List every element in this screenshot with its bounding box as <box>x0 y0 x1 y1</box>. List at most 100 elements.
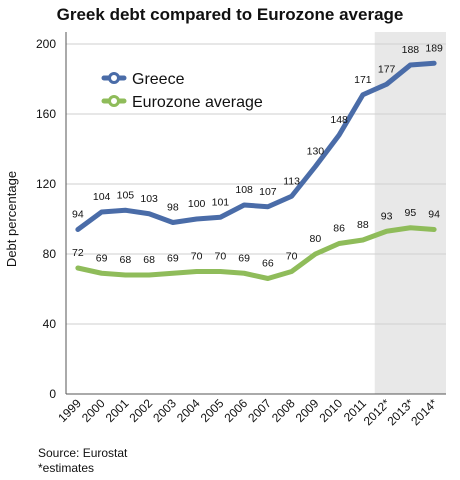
y-tick-label: 120 <box>36 177 56 191</box>
x-tick-label: 2003 <box>150 396 179 425</box>
legend-label: Greece <box>132 71 185 88</box>
data-label: 68 <box>143 254 155 266</box>
data-label: 88 <box>357 219 369 231</box>
data-label: 103 <box>140 193 158 205</box>
data-point <box>409 63 412 67</box>
data-label: 69 <box>238 252 250 264</box>
data-point <box>100 272 103 275</box>
data-label: 70 <box>286 251 298 263</box>
footer: Source: Eurostat *estimates <box>38 446 127 476</box>
data-label: 66 <box>262 258 274 270</box>
y-axis-label: Debt percentage <box>4 171 19 267</box>
data-label: 113 <box>283 175 300 187</box>
data-label: 93 <box>381 210 393 222</box>
x-tick-label: 2007 <box>245 396 274 425</box>
data-point <box>361 238 365 242</box>
data-point <box>361 93 365 96</box>
data-point <box>76 266 80 270</box>
data-point <box>124 273 127 277</box>
legend: Greece Eurozone average <box>101 71 263 111</box>
data-point <box>76 228 80 231</box>
estimate-shaded-region <box>374 32 446 394</box>
x-tick-label: 1999 <box>55 396 84 425</box>
data-point <box>195 270 198 273</box>
data-point <box>147 273 151 277</box>
data-label: 70 <box>191 251 203 263</box>
data-point <box>290 195 293 198</box>
data-label: 69 <box>96 252 108 264</box>
data-labels: 94 104 105 103 98 100 101 108 107 113 130 148 171 177… <box>72 42 443 269</box>
data-label: 107 <box>259 186 277 198</box>
y-tick-label: 40 <box>43 317 57 331</box>
data-label: 94 <box>428 209 440 221</box>
x-tick-label: 2008 <box>269 396 298 425</box>
data-point <box>266 205 270 208</box>
data-point <box>171 221 175 224</box>
legend-marker <box>108 95 120 107</box>
legend-label: Eurozone average <box>132 94 263 111</box>
estimates-note: *estimates <box>38 461 95 475</box>
series-lines <box>75 60 437 281</box>
data-label: 68 <box>120 254 132 266</box>
background-layer <box>374 32 446 394</box>
data-label: 188 <box>402 44 420 56</box>
data-point <box>409 226 412 229</box>
y-tick-label: 160 <box>36 107 56 121</box>
chart-title: Greek debt compared to Eurozone average <box>56 5 404 24</box>
data-label: 177 <box>378 63 396 75</box>
data-point <box>219 216 222 219</box>
data-point <box>100 210 103 214</box>
data-point <box>171 272 175 275</box>
data-label: 101 <box>212 196 230 208</box>
data-point <box>147 212 151 215</box>
x-tick-label: 2001 <box>103 396 132 425</box>
y-tick-label: 200 <box>36 37 56 51</box>
data-label: 69 <box>167 252 179 264</box>
data-label: 100 <box>188 198 206 210</box>
data-label: 86 <box>333 223 345 235</box>
x-tick-label: 2010 <box>316 396 345 425</box>
data-label: 130 <box>307 146 325 158</box>
x-tick-label: 2014* <box>408 396 440 428</box>
data-point <box>242 272 246 275</box>
data-point <box>385 230 388 233</box>
series-line <box>75 225 437 281</box>
data-label: 189 <box>425 42 443 54</box>
data-point <box>314 165 317 168</box>
x-tick-label: 2005 <box>198 396 227 425</box>
source-note: Source: Eurostat <box>38 446 128 460</box>
data-label: 108 <box>235 184 253 196</box>
x-tick-label: 2004 <box>174 396 203 425</box>
gridlines <box>66 43 446 325</box>
data-label: 148 <box>330 114 348 126</box>
data-point <box>290 270 293 273</box>
data-label: 72 <box>72 247 84 259</box>
legend-marker <box>108 72 120 84</box>
x-tick-label: 2006 <box>221 396 250 425</box>
data-point <box>219 270 222 273</box>
data-label: 171 <box>354 74 372 86</box>
x-tick-label: 2009 <box>293 396 322 425</box>
data-label: 98 <box>167 202 179 214</box>
x-tick-label: 2000 <box>79 396 108 425</box>
data-point <box>124 209 127 212</box>
data-point <box>385 83 388 86</box>
data-point <box>314 252 317 256</box>
data-point <box>242 203 246 207</box>
data-label: 70 <box>215 251 227 263</box>
x-tick-label: 2002 <box>126 396 155 425</box>
data-label: 95 <box>405 207 417 219</box>
y-tick-label: 80 <box>43 247 57 261</box>
data-label: 80 <box>310 233 322 245</box>
series-line <box>75 60 437 232</box>
data-point <box>432 62 436 65</box>
data-point <box>337 242 341 245</box>
y-tick-label: 0 <box>49 387 56 401</box>
data-point <box>195 217 198 221</box>
data-point <box>337 133 341 137</box>
data-label: 104 <box>93 191 111 203</box>
data-label: 94 <box>72 209 84 221</box>
data-point <box>266 277 270 280</box>
data-label: 105 <box>117 189 135 201</box>
